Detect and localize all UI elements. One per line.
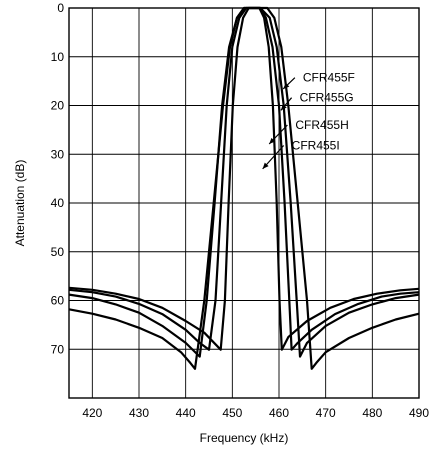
x-tick-440: 440 xyxy=(176,406,196,420)
y-tick-10: 10 xyxy=(51,50,65,64)
y-axis-label: Attenuation (dB) xyxy=(13,160,27,247)
y-tick-labels: 0 10 20 30 40 50 60 70 xyxy=(51,1,65,356)
y-tick-0: 0 xyxy=(57,1,64,15)
y-tick-20: 20 xyxy=(51,99,65,113)
x-tick-450: 450 xyxy=(222,406,242,420)
y-tick-50: 50 xyxy=(51,245,65,259)
series-annotations: CFR455F CFR455G CFR455H CFR455I xyxy=(262,71,355,170)
y-tick-40: 40 xyxy=(51,196,65,210)
annotation-label-cfr455f: CFR455F xyxy=(303,71,355,85)
grid xyxy=(69,8,420,398)
x-tick-460: 460 xyxy=(269,406,289,420)
series-line-cfr455g xyxy=(68,6,420,358)
annotation-label-cfr455g: CFR455G xyxy=(300,91,354,105)
x-tick-420: 420 xyxy=(82,406,102,420)
plot-frame xyxy=(68,7,420,399)
y-tick-70: 70 xyxy=(51,342,65,356)
annotation-arrowhead-cfr455f xyxy=(283,82,290,89)
x-tick-430: 430 xyxy=(129,406,149,420)
x-tick-490: 490 xyxy=(409,406,429,420)
annotation-label-cfr455i: CFR455I xyxy=(292,138,340,152)
annotation-arrowhead-cfr455g xyxy=(280,104,287,111)
x-tick-470: 470 xyxy=(316,406,336,420)
annotation-arrowhead-cfr455h xyxy=(269,137,276,145)
series-lines xyxy=(68,6,420,370)
x-axis-label: Frequency (kHz) xyxy=(200,431,289,445)
y-tick-60: 60 xyxy=(51,294,65,308)
x-tick-480: 480 xyxy=(362,406,382,420)
annotation-label-cfr455h: CFR455H xyxy=(295,118,348,132)
y-tick-30: 30 xyxy=(51,147,65,161)
annotation-arrowhead-cfr455i xyxy=(262,162,269,169)
series-line-cfr455f xyxy=(68,6,420,370)
series-line-cfr455h xyxy=(68,6,420,351)
x-tick-labels: 420 430 440 450 460 470 480 490 xyxy=(82,406,429,420)
